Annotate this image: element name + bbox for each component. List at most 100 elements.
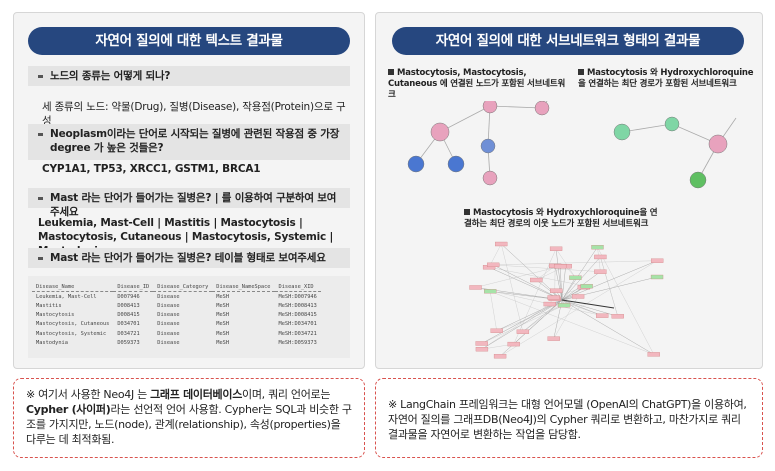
table-row: Mastitis D008413 Disease MeSH MeSH:D008413 [32, 301, 321, 310]
node [547, 336, 560, 341]
edge [600, 256, 618, 317]
table-header-cell: Disease_XID [278, 283, 314, 290]
table-cell: MeSH:D059373 [278, 339, 317, 346]
edge [561, 299, 615, 309]
table-cell: MeSH:D034701 [278, 321, 317, 328]
table-cell: MeSH [216, 302, 230, 309]
table-row: Mastocytosis, Cutaneous D034701 Disease MeS… [32, 320, 321, 329]
table-cell: MeSH:D007946 [278, 293, 317, 300]
note-bold: 그래프 데이터베이스 [150, 388, 243, 401]
edge [561, 299, 654, 355]
node [516, 329, 530, 334]
edge [554, 298, 603, 316]
question: Mast 라는 단어가 들어가는 질병은? 테이블 형태로 보여주세요 [28, 248, 350, 268]
edge [536, 266, 566, 281]
table-header-row: Disease_Name Disease_ID Disease_Category Di… [32, 282, 321, 292]
edge [561, 299, 618, 317]
edge [475, 287, 603, 316]
edge [554, 265, 563, 301]
edge [561, 299, 603, 316]
separator-cell [32, 291, 321, 293]
table-cell: MeSH [216, 293, 230, 300]
node [580, 284, 593, 289]
edge [597, 247, 601, 272]
question: 노드의 종류는 어떻게 되나? [28, 66, 350, 86]
note-box: ※ 여기서 사용한 Neo4J 는 그래프 데이터베이스이며, 쿼리 언어로는 … [13, 378, 365, 458]
node [549, 246, 563, 251]
graph3 [469, 241, 664, 359]
node [557, 303, 571, 308]
edge [559, 266, 563, 301]
node [543, 301, 556, 307]
table-cell: D059373 [117, 339, 140, 346]
table-cell: Mastocytosis, Systemic [36, 330, 107, 337]
answer: CYP1A1, TP53, XRCC1, GSTM1, BRCA1 [42, 163, 261, 175]
table-cell: MeSH:D008415 [278, 312, 317, 319]
edge [561, 247, 598, 301]
result-table-box: Disease_Name Disease_ID Disease_Category Di… [28, 276, 350, 358]
edge [481, 303, 550, 350]
graph-caption: Mastocytosis 와 Hydroxychloroquine 을 연결하는… [578, 68, 754, 90]
caption-text: Mastocytosis 와 Hydroxychloroquine 을 연결하는… [578, 68, 754, 89]
table-cell: Disease [157, 293, 180, 300]
node [490, 328, 503, 333]
graph-caption: Mastocytosis 와 Hydroxychloroquine을 연결하는 … [464, 208, 662, 230]
node [571, 294, 585, 299]
edge [490, 291, 654, 355]
edge [499, 260, 658, 357]
question: Neoplasm이라는 단어로 시작되는 질병에 관련된 작용점 중 가장 de… [28, 124, 350, 160]
table-cell: MeSH:D008413 [278, 302, 317, 309]
node [547, 295, 560, 300]
node [553, 264, 567, 269]
node [475, 341, 488, 346]
table-cell: D007946 [117, 293, 140, 300]
node [493, 354, 507, 359]
node [507, 341, 520, 347]
node [650, 274, 664, 280]
edge [493, 264, 563, 301]
table-cell: Mastocytosis, Cutaneous [36, 321, 110, 328]
edge [475, 266, 561, 288]
answer: 세 종류의 노드: 약물(Drug), 질병(Disease), 작용점(Pro… [42, 101, 346, 127]
table-header-cell: Disease_Category [157, 283, 209, 290]
caption-text: Mastocytosis 와 Hydroxychloroquine을 연결하는 … [464, 208, 658, 229]
edge [496, 305, 565, 331]
result-table: Disease_Name Disease_ID Disease_Category Di… [32, 282, 321, 347]
panel-title: 자연어 질의에 대한 텍스트 결과물 [28, 27, 350, 55]
network-graphs [407, 93, 737, 359]
note-text: 이며, 쿼리 언어로는 [242, 388, 331, 401]
node [650, 258, 664, 263]
table-cell: MeSH [216, 339, 230, 346]
question: Mast 라는 단어가 들어가는 질병은? | 를 이용하여 구분하여 보여주세… [28, 188, 350, 218]
edge [561, 277, 576, 301]
node [487, 262, 500, 268]
table-cell: Mastodynia [36, 339, 68, 346]
table-cell: MeSH [216, 330, 230, 337]
table-row: Mastodynia D059373 Disease MeSH MeSH:D059373 [32, 338, 321, 347]
note-bold: Cypher (사이퍼) [26, 403, 111, 416]
edge [493, 260, 658, 266]
table-row: Mastocytosis, Systemic D034721 Disease MeSH… [32, 329, 321, 338]
node [591, 245, 604, 250]
node [484, 289, 497, 294]
node [611, 314, 624, 319]
table-cell: Leukemia, Mast-Cell [36, 293, 97, 300]
node [495, 241, 508, 247]
edge [490, 291, 497, 331]
edge [481, 286, 587, 344]
table-cell: D034701 [117, 321, 140, 328]
table-header-cell: Disease_ID [117, 283, 150, 290]
edge [501, 243, 524, 332]
graph-caption: Mastocytosis, Mastocytosis, Cutaneous 에 … [388, 68, 566, 101]
node [475, 346, 489, 352]
caption-text: Mastocytosis, Mastocytosis, Cutaneous 에 … [388, 68, 566, 100]
table-header-cell: Disease_Name [36, 283, 75, 290]
node [530, 277, 543, 283]
graph2-nodes [613, 116, 728, 189]
table-cell: Disease [157, 330, 180, 337]
edge [489, 267, 563, 301]
node [594, 269, 607, 274]
edge [561, 260, 658, 301]
node [569, 275, 582, 280]
